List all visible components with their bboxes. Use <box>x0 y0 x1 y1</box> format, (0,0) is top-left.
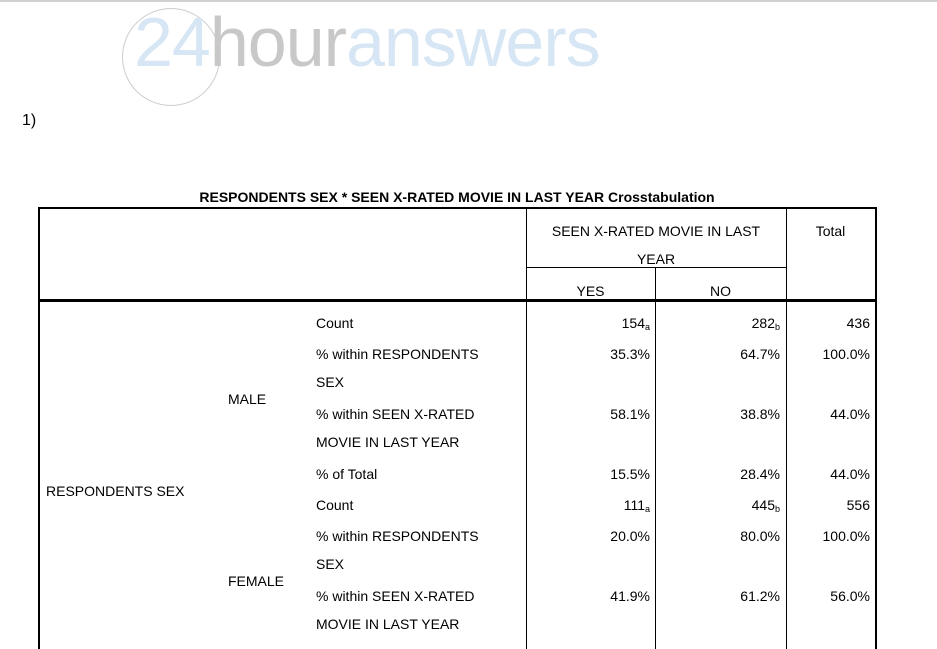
cell-no: 38.8% <box>740 406 780 422</box>
logo-24: 24 <box>134 3 211 81</box>
cell-no: 80.0% <box>740 528 780 544</box>
cell-yes: 35.3% <box>610 346 650 362</box>
cell-total: 436 <box>846 315 870 331</box>
top-border <box>0 0 937 2</box>
cell-total: 100.0% <box>822 346 870 362</box>
group-label-female: FEMALE <box>228 573 285 589</box>
header-divider <box>40 299 875 302</box>
total-header: Total <box>815 223 846 239</box>
cell-yes: 154a <box>621 315 650 332</box>
cell-yes: 15.5% <box>610 466 650 482</box>
cell-yes: 20.0% <box>610 528 650 544</box>
cell-no: 61.2% <box>740 588 780 604</box>
divider <box>526 267 786 268</box>
cell-total: 44.0% <box>830 466 870 482</box>
no-header: NO <box>710 283 731 299</box>
table-title: RESPONDENTS SEX * SEEN X-RATED MOVIE IN … <box>199 189 715 205</box>
stat-label: % within RESPONDENTS SEX <box>316 528 479 572</box>
crosstab-table: SEEN X-RATED MOVIE IN LAST YEAR Total YES… <box>38 207 877 649</box>
logo-circle <box>122 8 220 106</box>
group-label-male: MALE <box>228 391 267 407</box>
yes-header: YES <box>576 283 605 299</box>
cell-yes: 41.9% <box>610 588 650 604</box>
cell-yes: 58.1% <box>610 406 650 422</box>
watermark-logo: 24houranswers <box>120 3 760 108</box>
cell-no: 282b <box>751 315 780 332</box>
cell-no: 445b <box>751 497 780 514</box>
stat-label: % of Total <box>316 466 378 482</box>
logo-answers: answers <box>345 3 601 81</box>
cell-no: 28.4% <box>740 466 780 482</box>
stat-label: Count <box>316 497 354 513</box>
divider <box>655 268 656 649</box>
cell-total: 56.0% <box>830 588 870 604</box>
cell-total: 556 <box>846 497 870 513</box>
cell-yes: 111a <box>623 497 650 514</box>
stat-label: % within SEEN X-RATED MOVIE IN LAST YEAR <box>316 406 475 450</box>
cell-total: 100.0% <box>822 528 870 544</box>
row-variable-label: RESPONDENTS SEX <box>46 483 185 499</box>
divider <box>786 209 787 649</box>
logo-hour: hour <box>209 3 347 81</box>
cell-no: 64.7% <box>740 346 780 362</box>
stat-label: Count <box>316 315 354 331</box>
question-number: 1) <box>22 112 37 129</box>
stat-label: % within RESPONDENTS SEX <box>316 346 479 390</box>
col-group-header: SEEN X-RATED MOVIE IN LAST YEAR <box>551 223 761 267</box>
cell-total: 44.0% <box>830 406 870 422</box>
stat-label: % within SEEN X-RATED MOVIE IN LAST YEAR <box>316 588 475 632</box>
divider <box>526 209 527 649</box>
